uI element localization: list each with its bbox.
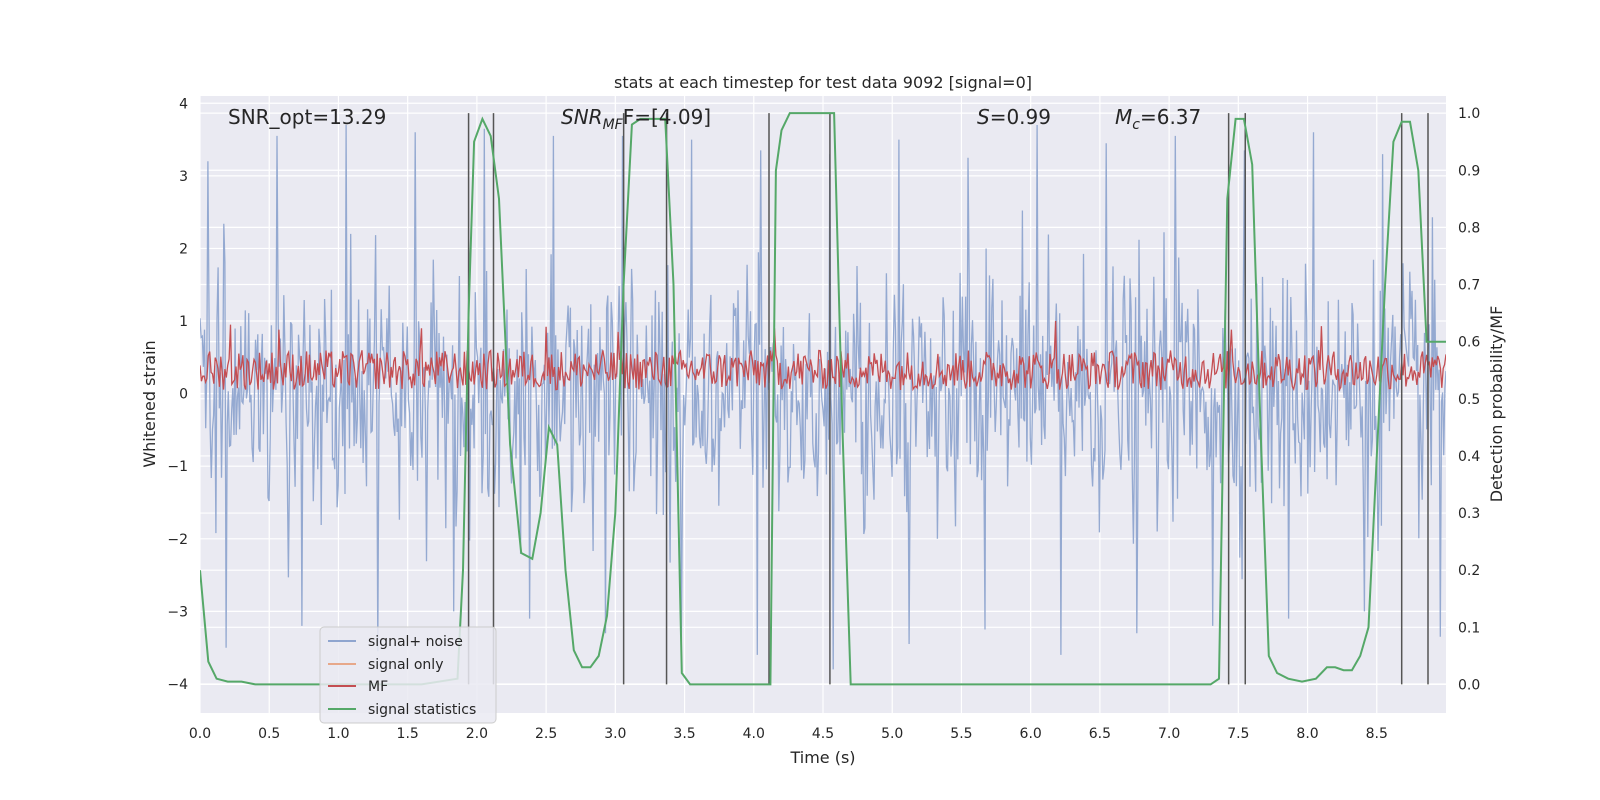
annotation-mc-rest: =6.37 [1140,105,1201,129]
annotation-s-base: S [977,105,990,129]
annotation-snr-mf: SNRMFF=[4.09] [561,105,711,133]
y2-tick-label: 0.7 [1458,278,1480,294]
x-tick-label: 5.0 [881,726,903,742]
x-tick-label: 1.5 [397,726,419,742]
annotation-mc-base: M [1115,105,1132,129]
y-tick-label: −3 [167,604,188,620]
x-tick-label: 7.0 [1158,726,1180,742]
y-tick-label: 1 [179,314,188,330]
annotations: SNR_opt=13.29 SNRMFF=[4.09] S=0.99 Mc=6.… [228,105,1201,133]
legend-entry-signal-only: signal only [328,657,443,673]
annotation-mc: Mc=6.37 [1115,105,1201,133]
legend-entry-mf: MF [328,679,388,695]
y-axis-label: Whitened strain [140,340,159,467]
x-tick-label: 3.5 [673,726,695,742]
x-axis-ticks: 0.0 0.5 1.0 1.5 2.0 2.5 3.0 3.5 4.0 4.5 5.0 5.5 6.0 6… [189,726,1388,742]
series-signal-noise [200,124,1446,670]
plot-area [200,112,1446,686]
y2-axis-ticks: 1.0 0.9 0.8 0.7 0.6 0.5 0.4 0.3 0.2 0.1 0.0 [1458,106,1480,693]
legend-label-signal-only: signal only [368,657,443,673]
x-axis-label: Time (s) [789,748,855,767]
legend-label-mf: MF [368,679,388,695]
y-tick-label: 4 [179,96,188,112]
y2-tick-label: 0.6 [1458,335,1480,351]
legend-entry-signal-noise: signal+ noise [328,634,463,650]
y2-tick-label: 0.4 [1458,449,1480,465]
y-tick-label: 0 [179,387,188,403]
line-signal-statistics [200,112,1446,686]
x-tick-label: 7.5 [1227,726,1249,742]
x-tick-label: 6.5 [1089,726,1111,742]
x-tick-label: 4.0 [743,726,765,742]
x-tick-label: 8.0 [1296,726,1318,742]
x-tick-label: 2.0 [466,726,488,742]
legend-label-signal-statistics: signal statistics [368,702,476,718]
annotation-snr-opt: SNR_opt=13.29 [228,105,386,129]
line-signal-noise [200,124,1446,670]
chart-title: stats at each timestep for test data 909… [614,73,1032,92]
x-tick-label: 0.5 [258,726,280,742]
x-tick-label: 5.5 [950,726,972,742]
annotation-s-rest: =0.99 [990,105,1051,129]
y2-tick-label: 0.2 [1458,563,1480,579]
y2-tick-label: 0.8 [1458,220,1480,236]
y2-tick-label: 1.0 [1458,106,1480,122]
x-tick-label: 8.5 [1366,726,1388,742]
legend-label-signal-noise: signal+ noise [368,634,463,650]
x-tick-label: 3.0 [604,726,626,742]
annotation-mc-sub: c [1132,117,1140,133]
y-tick-label: −1 [167,459,188,475]
line-mf [200,320,1446,392]
x-tick-label: 2.5 [535,726,557,742]
x-tick-label: 1.0 [327,726,349,742]
annotation-snr-mf-base: SNR [561,105,603,129]
y-tick-label: −2 [167,532,188,548]
y2-tick-label: 0.3 [1458,506,1480,522]
series-signal-statistics [200,112,1446,686]
y-tick-label: 3 [179,169,188,185]
series-mf [200,320,1446,392]
annotation-snr-mf-sub: MF [603,117,624,133]
x-tick-label: 0.0 [189,726,211,742]
y-axis-ticks: 4 3 2 1 0 −1 −2 −3 −4 [167,96,188,693]
annotation-s: S=0.99 [977,105,1051,129]
y2-tick-label: 0.9 [1458,163,1480,179]
x-tick-label: 4.5 [812,726,834,742]
y-tick-label: 2 [179,241,188,257]
y2-axis-label: Detection probability/MF [1487,306,1506,503]
annotation-snr-mf-rest: F=[4.09] [623,105,711,129]
y2-tick-label: 0.1 [1458,620,1480,636]
y2-tick-label: 0.5 [1458,392,1480,408]
legend: signal+ noise signal only MF signal stat… [319,626,497,724]
y-tick-label: −4 [167,677,188,693]
vertical-lines [467,113,1429,685]
legend-entry-signal-statistics: signal statistics [328,702,476,718]
legend-box [319,626,497,724]
y2-tick-label: 0.0 [1458,677,1480,693]
x-tick-label: 6.0 [1020,726,1042,742]
